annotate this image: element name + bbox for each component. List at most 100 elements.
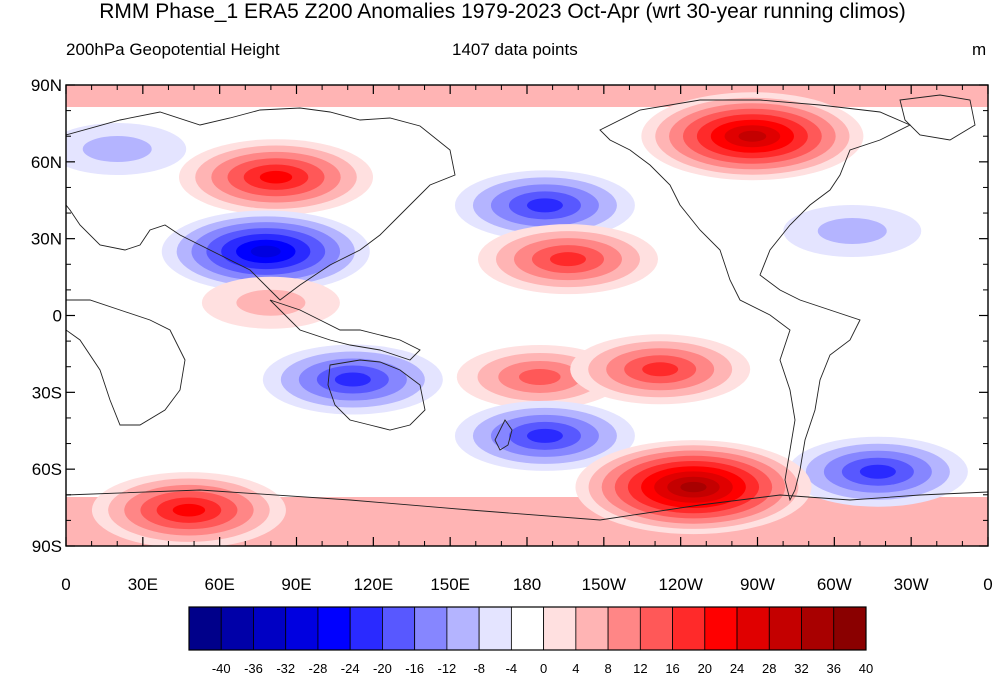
- colorbar-label: -8: [473, 661, 485, 676]
- y-tick-label: 30S: [32, 383, 62, 402]
- colorbar-label: -40: [212, 661, 231, 676]
- anomaly-center-4: [477, 224, 658, 295]
- contour-level: [236, 289, 306, 316]
- colorbar-label: -32: [276, 661, 295, 676]
- x-tick-label: 120W: [658, 575, 702, 594]
- contour-level: [259, 170, 293, 184]
- y-tick-label: 90N: [31, 76, 62, 95]
- figure-title: RMM Phase_1 ERA5 Z200 Anomalies 1979-202…: [99, 0, 906, 23]
- y-axis-ticks: 90N 60N 30N 0 30S 60S 90S: [31, 76, 988, 556]
- x-tick-label: 30E: [128, 575, 158, 594]
- contour-level: [526, 428, 563, 443]
- colorbar-label: -24: [341, 661, 360, 676]
- contour-level: [172, 503, 206, 517]
- colorbar-box: [639, 606, 673, 651]
- colorbar-label: 16: [665, 661, 679, 676]
- colorbar-box: [543, 606, 577, 651]
- contour-level: [526, 198, 563, 213]
- colorbar-box: [478, 606, 512, 651]
- contour-level: [82, 136, 152, 163]
- x-tick-label: 120E: [353, 575, 393, 594]
- contour-level: [334, 372, 371, 387]
- greenland-coast: [899, 94, 976, 141]
- colorbar-box: [672, 606, 706, 651]
- colorbar-label: 28: [762, 661, 776, 676]
- anomaly-center-7: [201, 276, 340, 329]
- colorbar-box: [253, 606, 287, 651]
- units-label: m: [972, 40, 987, 59]
- contour-level: [642, 362, 679, 377]
- anomaly-center-3: [454, 170, 635, 241]
- colorbar-label: -12: [438, 661, 457, 676]
- x-tick-label: 150E: [430, 575, 470, 594]
- x-tick-label: 60E: [205, 575, 235, 594]
- colorbar-box: [188, 606, 222, 651]
- x-tick-label: 0: [61, 575, 70, 594]
- y-tick-label: 60S: [32, 460, 62, 479]
- colorbar-box: [285, 606, 319, 651]
- anomaly-center-8: [262, 344, 443, 415]
- anomaly-center-0: [179, 139, 374, 216]
- colorbar-label: 8: [604, 661, 611, 676]
- y-tick-label: 0: [53, 307, 62, 326]
- colorbar-box: [607, 606, 641, 651]
- colorbar-label: 12: [633, 661, 647, 676]
- anomaly-center-13: [575, 440, 812, 535]
- colorbar-box: [833, 606, 867, 651]
- x-tick-label: 0: [983, 575, 992, 594]
- contour-level: [680, 481, 707, 493]
- y-tick-label: 30N: [31, 230, 62, 249]
- contour-level: [859, 464, 896, 479]
- colorbar-box: [801, 606, 835, 651]
- contour-level: [519, 368, 561, 385]
- antarctica-coast: [66, 489, 988, 521]
- colorbar-box: [575, 606, 609, 651]
- colorbar-label: -28: [309, 661, 328, 676]
- colorbar-label: -4: [506, 661, 518, 676]
- colorbar-box: [382, 606, 416, 651]
- australia-coast: [327, 359, 426, 431]
- colorbar-label: -16: [405, 661, 424, 676]
- x-tick-label: 60W: [817, 575, 852, 594]
- colorbar-box: [349, 606, 383, 651]
- colorbar-box: [736, 606, 770, 651]
- x-tick-label: 180: [513, 575, 541, 594]
- eurasia-coast: [66, 107, 456, 301]
- anomaly-blobs: [66, 92, 968, 546]
- colorbar-label: 20: [698, 661, 712, 676]
- anomaly-field: [66, 85, 988, 546]
- anomaly-center-12: [787, 436, 968, 507]
- colorbar-label: -36: [244, 661, 263, 676]
- y-tick-label: 60N: [31, 153, 62, 172]
- colorbar-label: 24: [730, 661, 744, 676]
- colorbar-box: [317, 606, 351, 651]
- x-tick-label: 90W: [740, 575, 775, 594]
- colorbar-box: [220, 606, 254, 651]
- x-tick-label: 90E: [281, 575, 311, 594]
- anomaly-center-11: [454, 400, 635, 471]
- colorbar-box: [446, 606, 480, 651]
- new-zealand-coast: [494, 419, 513, 451]
- contour-level: [250, 245, 281, 258]
- anomaly-center-2: [66, 123, 187, 176]
- colorbar-box: [704, 606, 738, 651]
- americas-coast: [599, 99, 912, 502]
- anomaly-center-5: [641, 92, 864, 181]
- data-count-label: 1407 data points: [452, 40, 578, 59]
- colorbar-box: [768, 606, 802, 651]
- x-tick-label: 30W: [894, 575, 929, 594]
- x-axis-ticks: 0 30E 60E 90E 120E 150E 180 150W 120W 90W 60W 30W 0: [61, 85, 993, 594]
- colorbar-label: 0: [540, 661, 547, 676]
- anomaly-center-14: [91, 472, 286, 546]
- x-tick-label: 150W: [582, 575, 626, 594]
- colorbar-label: 40: [859, 661, 873, 676]
- maritime-continent: [269, 299, 421, 361]
- contour-level: [817, 217, 887, 244]
- colorbar-frame: [188, 606, 867, 651]
- colorbar-label: 4: [572, 661, 579, 676]
- variable-label: 200hPa Geopotential Height: [66, 40, 280, 59]
- colorbar-box: [414, 606, 448, 651]
- colorbar-label: -20: [373, 661, 392, 676]
- anomaly-center-6: [783, 204, 922, 257]
